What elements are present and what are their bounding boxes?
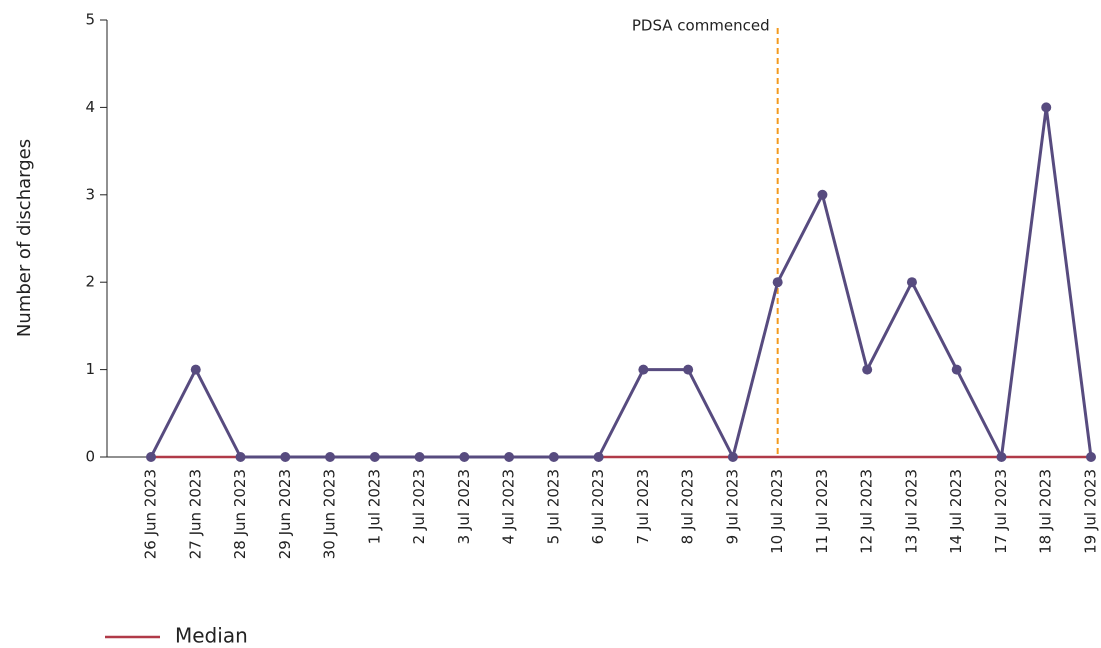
legend-label: Median — [175, 624, 248, 648]
x-tick-label: 9 Jul 2023 — [723, 469, 741, 544]
x-tick-label: 10 Jul 2023 — [768, 469, 786, 554]
point — [862, 364, 873, 375]
y-axis-label: Number of discharges — [14, 139, 35, 337]
x-tick-label: 14 Jul 2023 — [947, 469, 965, 554]
x-tick-label: 5 Jul 2023 — [544, 469, 562, 544]
x-tick-label: 11 Jul 2023 — [813, 469, 831, 554]
point — [1086, 452, 1096, 462]
x-tick-label: 8 Jul 2023 — [679, 469, 697, 544]
point — [996, 452, 1007, 462]
x-tick-label: 7 Jul 2023 — [634, 469, 652, 544]
y-tick-label: 1 — [85, 360, 95, 378]
x-tick-label: 17 Jul 2023 — [992, 469, 1010, 554]
point — [369, 452, 380, 462]
x-tick-label: 6 Jul 2023 — [589, 469, 607, 544]
point — [638, 364, 649, 375]
y-tick-label: 3 — [85, 185, 95, 203]
y-tick-label: 4 — [85, 98, 95, 116]
series-line — [149, 105, 1093, 459]
x-tick-label: 30 Jun 2023 — [321, 469, 339, 559]
x-tick-label: 12 Jul 2023 — [858, 469, 876, 554]
point — [593, 452, 604, 462]
point — [280, 452, 291, 462]
x-tick-label: 19 Jul 2023 — [1082, 469, 1100, 554]
y-tick-label: 0 — [85, 448, 95, 466]
point — [414, 452, 425, 462]
point — [325, 452, 336, 462]
point — [190, 364, 201, 375]
annotation-text: PDSA commenced — [632, 17, 770, 35]
x-tick-label: 1 Jul 2023 — [365, 469, 383, 544]
point — [772, 277, 783, 288]
point — [459, 452, 470, 462]
point — [951, 364, 962, 375]
point — [235, 452, 246, 462]
y-tick-label: 5 — [85, 11, 95, 29]
x-tick-label: 4 Jul 2023 — [500, 469, 518, 544]
y-tick-label: 2 — [85, 273, 95, 291]
point — [906, 277, 917, 288]
point — [683, 364, 694, 375]
x-tick-label: 18 Jul 2023 — [1037, 469, 1055, 554]
x-tick-label: 2 Jul 2023 — [410, 469, 428, 544]
x-tick-label: 29 Jun 2023 — [276, 469, 294, 559]
x-tick-label: 13 Jul 2023 — [902, 469, 920, 554]
point — [727, 452, 738, 462]
point — [548, 452, 559, 462]
point — [504, 452, 515, 462]
point — [1041, 102, 1052, 113]
x-tick-label: 3 Jul 2023 — [455, 469, 473, 544]
point — [146, 452, 156, 462]
x-tick-label: 26 Jun 2023 — [142, 469, 160, 559]
point — [817, 189, 828, 200]
x-tick-label: 28 Jun 2023 — [231, 469, 249, 559]
x-tick-label: 27 Jun 2023 — [186, 469, 204, 559]
